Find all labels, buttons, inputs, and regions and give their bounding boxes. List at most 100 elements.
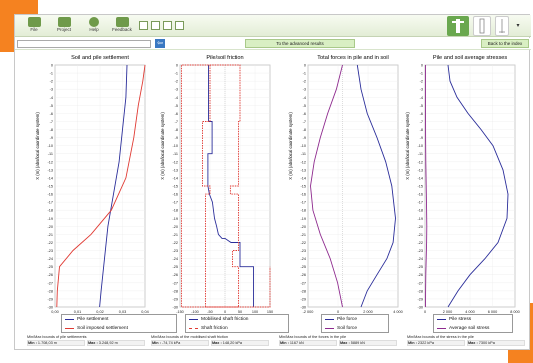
x-tick-label: 2 000: [363, 310, 373, 314]
pile-outline-icon: [479, 18, 485, 34]
y-tick-label: -9: [303, 136, 306, 140]
legend-item: Soil force: [322, 324, 388, 333]
y-tick-label: -21: [301, 233, 307, 237]
legend-label: Pile stress: [449, 317, 472, 322]
bounds-max: Max : 148,20 kPa: [211, 340, 269, 346]
legend-item: Soil imposed settlement: [62, 324, 176, 333]
y-tick-label: -26: [173, 273, 179, 277]
y-tick-label: -13: [418, 168, 424, 172]
bounds-min-label: Min :: [408, 341, 417, 345]
y-tick-label: -24: [301, 257, 307, 261]
legend-item: Mobilised shaft friction: [186, 315, 288, 324]
x-tick-label: 8 000: [510, 310, 520, 314]
y-tick-label: -30: [418, 306, 424, 310]
y-tick-label: -13: [173, 168, 179, 172]
legend-item: Average soil stress: [434, 324, 512, 333]
y-tick-label: -12: [48, 160, 54, 164]
y-tick-label: -12: [301, 160, 307, 164]
y-tick-label: -11: [301, 152, 306, 156]
legend-swatch: [65, 328, 74, 329]
chart-settlement: Soil and pile settlement 0 -1 -2 -3 -4 -5 -6 -7 -…: [35, 55, 149, 322]
bounds-title: Min/Max bounds of pile settlements: [27, 335, 87, 339]
bounds-footer: Min/Max bounds of the forces in the pile…: [279, 335, 399, 346]
y-tick-label: -4: [303, 96, 306, 100]
bounds-footer: Min/Max bounds of the stress in the pile…: [407, 335, 527, 346]
x-tick-label: -2 000: [303, 310, 314, 314]
series-line-secondary: [181, 64, 271, 308]
y-tick-label: -12: [173, 160, 179, 164]
y-tick-label: -1: [175, 72, 178, 76]
y-tick-label: -12: [418, 160, 424, 164]
print-icon[interactable]: [175, 21, 184, 30]
back-arrow-icon[interactable]: ⇦: [155, 39, 165, 48]
bounds-min: Min : 1167 kN: [279, 340, 337, 346]
y-tick-label: -1: [303, 72, 306, 76]
x-tick-label: 0: [424, 310, 426, 314]
y-tick-label: -23: [173, 249, 179, 253]
x-tick-label: 0: [224, 310, 226, 314]
y-tick-label: 0: [51, 64, 53, 68]
series-line-primary: [207, 65, 254, 307]
file-icon: [27, 17, 41, 27]
bounds-max-value: 5889 kN: [350, 341, 365, 345]
y-tick-label: -18: [173, 209, 179, 213]
legend-label: Soil force: [337, 326, 357, 331]
project-icon: [57, 17, 71, 27]
y-tick-label: -19: [301, 217, 307, 221]
y-tick-label: -19: [48, 217, 54, 221]
bounds-min-label: Min :: [280, 341, 289, 345]
y-tick-label: -23: [418, 249, 424, 253]
y-tick-label: -29: [173, 297, 179, 301]
x-tick-label: 2 000: [443, 310, 453, 314]
y-tick-label: -30: [301, 306, 307, 310]
copy-icon[interactable]: [139, 21, 148, 30]
y-tick-label: -28: [173, 289, 179, 293]
y-tick-label: -25: [48, 265, 54, 269]
y-tick-label: -27: [301, 281, 307, 285]
layers-view-button[interactable]: [495, 16, 509, 36]
pile-view-button[interactable]: [473, 16, 491, 36]
bounds-max-label: Max :: [212, 341, 222, 345]
chart-legend: Mobilised shaft friction Shaft friction: [185, 314, 289, 333]
folder-icon[interactable]: [151, 21, 160, 30]
project-button[interactable]: Project: [51, 16, 77, 36]
bounds-min-label: Min :: [28, 341, 37, 345]
y-tick-label: -24: [48, 257, 54, 261]
legend-swatch: [325, 328, 334, 329]
feedback-button[interactable]: Feedback: [109, 16, 135, 36]
y-tick-label: -26: [301, 273, 307, 277]
series-line-primary: [356, 64, 396, 308]
y-tick-label: -24: [173, 257, 179, 261]
x-tick-label: 0,03: [119, 310, 126, 314]
y-tick-label: -15: [418, 185, 424, 189]
y-tick-label: -16: [173, 193, 179, 197]
advanced-results-button[interactable]: To the advanced results: [245, 39, 355, 48]
chart-legend: Pile force Soil force: [321, 314, 389, 333]
y-tick-label: -4: [50, 96, 53, 100]
y-tick-label: -15: [301, 185, 307, 189]
path-input[interactable]: [17, 40, 151, 48]
y-tick-label: -21: [173, 233, 179, 237]
x-tick-label: 100: [252, 310, 258, 314]
bounds-min: Min : 1.708,03 m: [27, 340, 85, 346]
bounds-title: Min/Max bounds of the mobilised shaft fr…: [151, 335, 229, 339]
back-to-index-button[interactable]: Back to the index: [481, 39, 529, 48]
bounds-min: Min : -74,74 kPa: [151, 340, 209, 346]
x-tick-label: 0,04: [141, 310, 148, 314]
help-button[interactable]: Help: [81, 16, 107, 36]
y-tick-label: -4: [420, 96, 423, 100]
download-icon[interactable]: [163, 21, 172, 30]
results-view-button[interactable]: [447, 16, 469, 36]
y-tick-label: -11: [173, 152, 178, 156]
charts-canvas: Soil and pile settlement 0 -1 -2 -3 -4 -5 -6 -7 -…: [35, 55, 520, 322]
y-tick-label: -19: [418, 217, 424, 221]
chevron-down-icon[interactable]: ▾: [516, 23, 520, 29]
y-tick-label: -17: [173, 201, 179, 205]
chart-stresses: Pile and soil average stresses 0 -1 -2 -3 -4 -…: [405, 55, 520, 322]
y-tick-label: -16: [301, 193, 307, 197]
series-line-secondary: [56, 64, 146, 308]
x-tick-label: 6 000: [488, 310, 498, 314]
file-button[interactable]: File: [21, 16, 47, 36]
y-tick-label: -8: [50, 128, 53, 132]
legend-item: Pile stress: [434, 315, 512, 324]
